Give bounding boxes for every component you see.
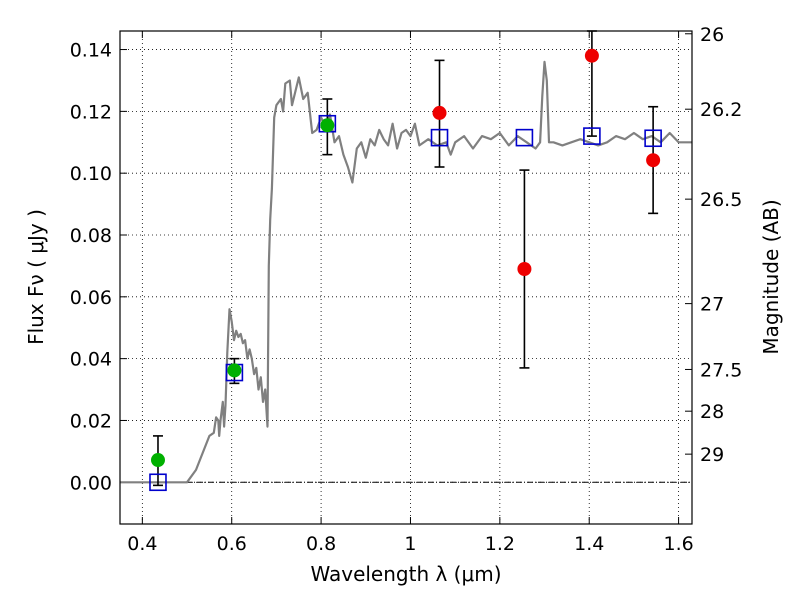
x-tick-label: 0.4	[127, 533, 157, 555]
model-square-marker	[583, 127, 601, 145]
observed-circle-marker	[432, 105, 447, 120]
y-tick-label: 0.12	[70, 101, 112, 123]
observed-circle-marker	[517, 262, 532, 276]
x-tick-label: 1.4	[574, 533, 604, 555]
plot-background	[120, 31, 692, 524]
y-tick-label: 0.04	[70, 349, 112, 371]
y-tick-label: 0.02	[70, 410, 112, 432]
observed-circle-marker	[320, 118, 335, 133]
y-tick-label: 0.10	[70, 163, 112, 185]
right-tick-label: 27.5	[700, 359, 742, 381]
x-tick-label: 1.2	[485, 533, 515, 555]
x-tick-label: 1	[404, 533, 416, 555]
right-tick-label: 29	[700, 444, 724, 466]
right-tick-label: 28	[700, 401, 724, 423]
right-tick-label: 26.2	[700, 99, 742, 121]
right-tick-label: 27	[700, 294, 724, 316]
y-tick-label: 0.00	[70, 472, 112, 494]
data-markers	[149, 48, 662, 492]
y-axis-title: Flux Fν ( μJy )	[24, 209, 48, 345]
right-tick-label: 26.5	[700, 189, 742, 211]
y-tick-label: 0.14	[70, 40, 112, 62]
observed-circle-marker	[227, 363, 242, 378]
model-spectrum-line	[120, 60, 692, 484]
y-tick-label: 0.06	[70, 287, 112, 309]
model-square-marker	[149, 473, 167, 492]
right-tick-label: 26	[700, 24, 724, 46]
tick-labels: 0.4 0.6 0.8 1 1.2 1.4 1.6 0.00 0.02 0.04 0.06 0.08 0…	[70, 24, 743, 555]
observed-circle-marker	[646, 153, 661, 168]
model-square-marker	[430, 128, 449, 147]
plot-frame	[119, 30, 693, 525]
right-axis-title: Magnitude (AB)	[759, 199, 783, 354]
model-square-marker	[644, 129, 662, 148]
x-tick-label: 0.6	[217, 533, 247, 555]
observed-circle-marker	[584, 48, 599, 63]
model-square-marker	[515, 128, 534, 147]
observed-circle-marker	[150, 453, 165, 468]
x-axis-title: Wavelength λ (μm)	[310, 562, 501, 586]
x-tick-label: 0.8	[306, 533, 336, 555]
x-tick-label: 1.6	[663, 533, 693, 555]
y-tick-label: 0.08	[70, 225, 112, 247]
